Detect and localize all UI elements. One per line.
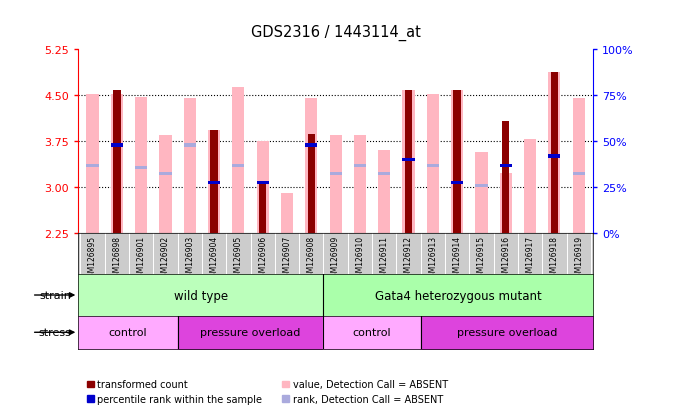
Bar: [403, 91, 415, 233]
Bar: [281, 194, 293, 233]
Bar: [378, 151, 391, 233]
Text: GSM126906: GSM126906: [258, 235, 267, 282]
Bar: [524, 140, 536, 233]
Text: GSM126909: GSM126909: [331, 235, 340, 282]
Bar: [87, 94, 98, 233]
Bar: [259, 183, 266, 233]
Text: GSM126895: GSM126895: [88, 235, 97, 281]
Bar: [403, 158, 415, 161]
Bar: [475, 185, 487, 188]
Bar: [573, 99, 584, 233]
Text: GSM126905: GSM126905: [234, 235, 243, 282]
Bar: [549, 155, 561, 159]
Bar: [330, 172, 342, 176]
Bar: [256, 181, 268, 185]
Bar: [233, 88, 245, 233]
Bar: [135, 97, 147, 233]
Bar: [305, 99, 317, 233]
Bar: [454, 91, 461, 233]
Bar: [210, 131, 218, 233]
Legend: transformed count, percentile rank within the sample, value, Detection Call = AB: transformed count, percentile rank withi…: [83, 375, 452, 408]
Text: GSM126902: GSM126902: [161, 235, 170, 281]
Text: GSM126918: GSM126918: [550, 235, 559, 281]
Bar: [451, 181, 463, 185]
Text: GSM126911: GSM126911: [380, 235, 388, 281]
Bar: [184, 99, 196, 233]
Bar: [426, 164, 439, 168]
Text: GSM126898: GSM126898: [113, 235, 121, 281]
Bar: [330, 136, 342, 233]
Bar: [308, 135, 315, 233]
Text: GSM126908: GSM126908: [307, 235, 316, 281]
Bar: [405, 91, 412, 233]
Bar: [208, 131, 220, 233]
Bar: [208, 181, 220, 185]
Text: GSM126904: GSM126904: [210, 235, 218, 282]
Text: GSM126910: GSM126910: [355, 235, 364, 281]
Bar: [500, 164, 512, 168]
Bar: [551, 73, 558, 233]
Text: GSM126913: GSM126913: [428, 235, 437, 281]
Bar: [256, 142, 268, 233]
Text: pressure overload: pressure overload: [201, 328, 301, 337]
Text: GSM126915: GSM126915: [477, 235, 486, 281]
Bar: [159, 172, 172, 176]
Text: Gata4 heterozygous mutant: Gata4 heterozygous mutant: [375, 289, 542, 302]
Text: control: control: [108, 328, 147, 337]
Text: strain: strain: [39, 290, 71, 300]
Text: wild type: wild type: [174, 289, 228, 302]
Bar: [233, 164, 245, 168]
Bar: [135, 166, 147, 169]
Bar: [305, 144, 317, 147]
Bar: [354, 164, 366, 168]
Bar: [354, 136, 366, 233]
Text: GSM126916: GSM126916: [501, 235, 511, 281]
Bar: [111, 144, 123, 147]
Text: GSM126907: GSM126907: [283, 235, 292, 282]
Bar: [500, 174, 512, 233]
Bar: [87, 164, 98, 168]
Bar: [475, 152, 487, 233]
Text: GSM126901: GSM126901: [137, 235, 146, 281]
Bar: [111, 94, 123, 233]
Text: pressure overload: pressure overload: [457, 328, 557, 337]
Bar: [184, 144, 196, 147]
Text: GSM126903: GSM126903: [185, 235, 195, 282]
Bar: [549, 73, 561, 233]
Bar: [113, 91, 121, 233]
Bar: [573, 172, 584, 176]
Bar: [426, 94, 439, 233]
Text: GSM126912: GSM126912: [404, 235, 413, 281]
Text: GSM126919: GSM126919: [574, 235, 583, 281]
Text: GSM126914: GSM126914: [453, 235, 462, 281]
Text: control: control: [353, 328, 391, 337]
Bar: [159, 136, 172, 233]
Bar: [451, 91, 463, 233]
Text: GDS2316 / 1443114_at: GDS2316 / 1443114_at: [251, 25, 420, 41]
Bar: [502, 122, 509, 233]
Text: stress: stress: [39, 328, 71, 337]
Text: GSM126917: GSM126917: [525, 235, 534, 281]
Bar: [378, 172, 391, 176]
